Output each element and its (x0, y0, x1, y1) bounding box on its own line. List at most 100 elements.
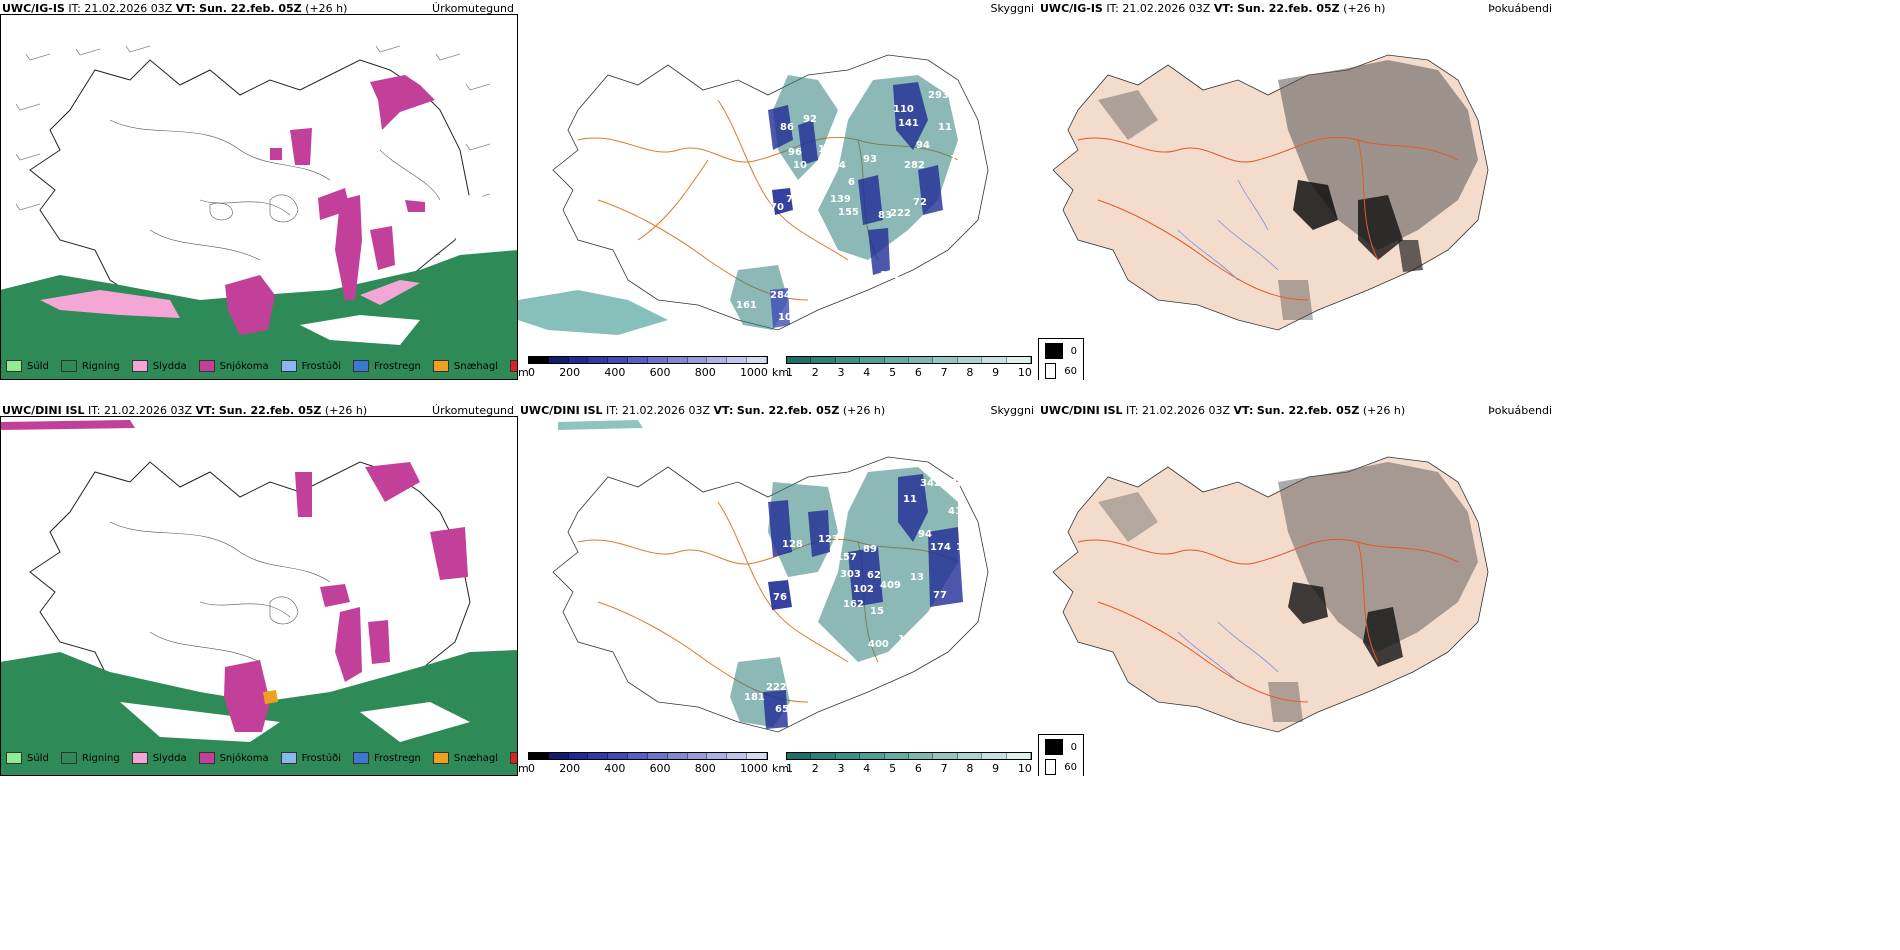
visibility-value-label: 293 (928, 90, 949, 101)
colorbar-tick: 2 (811, 762, 819, 775)
colorbar-tick: 600 (649, 366, 671, 379)
visibility-value-label: 128 (782, 539, 803, 550)
visibility-value-label: 282 (904, 160, 925, 171)
visibility-value-label: 96 (923, 230, 937, 241)
colorbar-segment (884, 357, 910, 363)
colorbar-tick: 0 (528, 366, 535, 379)
colorbar-tick: 1 (786, 762, 793, 775)
colorbar-segment (811, 357, 836, 363)
fog-map-top (1052, 54, 1489, 331)
panel-header: UWC/IG-IS IT: 21.02.2026 03Z VT: Sun. 22… (1040, 2, 1385, 15)
legend-swatch (432, 752, 449, 764)
visibility-colorbar-strip (786, 752, 1032, 760)
visibility-ticks: 1 2 3 4 5 6 7 8 9 10 (786, 366, 1032, 379)
legend-swatch (6, 752, 22, 764)
legend-swatch (280, 360, 297, 372)
iceland-outline (29, 59, 471, 331)
fog-panel-top: UWC/IG-IS IT: 21.02.2026 03Z VT: Sun. 22… (1038, 0, 1556, 380)
panel-title-visibility: Skyggni (990, 404, 1034, 417)
colorbar-tick: 1000 (739, 762, 768, 775)
visibility-value-label: 222 (766, 682, 787, 693)
height-colorbar: m 0 200 400 600 800 1000 (518, 356, 768, 380)
it-time: 21.02.2026 03Z (84, 2, 173, 15)
colorbar-segment (529, 357, 549, 363)
visibility-value-label: 62 (867, 570, 881, 581)
lead-time: (+26 h) (305, 2, 348, 15)
colorbar-segment (548, 357, 569, 363)
visibility-value-label: 180 (956, 542, 977, 553)
legend-item: Súld (6, 752, 49, 764)
visibility-value-label: 123 (818, 534, 839, 545)
colorbar-segment (747, 753, 767, 759)
vt-time: Sun. 22.feb. 05Z (218, 404, 322, 417)
visibility-map-bottom: 342 286 11 41 128 123 94 89 174 180 157 303 62 13 102 4… (552, 420, 989, 733)
fog-legend-label: 0 (1070, 345, 1077, 357)
it-time: 21.02.2026 03Z (1122, 2, 1211, 15)
colorbar-segment (1006, 357, 1032, 363)
visibility-colorbar: km 1 2 3 4 5 6 7 8 9 10 (772, 752, 1038, 776)
rivers (1177, 179, 1279, 281)
colorbar-segment (647, 753, 668, 759)
colorbar-tick: 800 (694, 366, 716, 379)
vt-time: Sun. 22.feb. 05Z (736, 404, 840, 417)
legend-label: Rigning (81, 360, 120, 372)
it-time: 21.02.2026 03Z (622, 404, 711, 417)
legend-label: Súld (27, 360, 49, 372)
colorbar-segment (687, 753, 708, 759)
visibility-value-label: 110 (893, 104, 914, 115)
panel-header: UWC/DINI ISL IT: 21.02.2026 03Z VT: Sun.… (2, 404, 367, 417)
height-ticks: 0 200 400 600 800 1000 (528, 366, 768, 379)
panel-title-precip: Úrkomutegund (432, 2, 514, 15)
legend-swatch (60, 752, 77, 764)
colorbar-segment (909, 753, 934, 759)
legend-item: Snæhagl (432, 752, 499, 764)
fog-legend-swatch (1045, 363, 1057, 379)
colorbar-segment (568, 753, 589, 759)
colorbar-tick: 10 (1017, 366, 1032, 379)
model-name: UWC/DINI ISL (2, 404, 85, 417)
lead-time: (+26 h) (324, 404, 368, 417)
colorbar-segment (860, 753, 885, 759)
colorbar-tick: 9 (992, 366, 1000, 379)
colorbar-tick: 8 (966, 366, 974, 379)
it-label: IT: (606, 404, 619, 417)
visibility-value-label: 242 (893, 248, 914, 259)
visibility-value-label: 86 (780, 122, 794, 133)
model-name: UWC/IG-IS (2, 2, 65, 15)
colorbar-segment (884, 753, 910, 759)
fog-legend-swatch (1045, 759, 1057, 775)
legend-swatch (353, 752, 369, 764)
panel-title-fog: Þokuábendi (1488, 2, 1552, 15)
panel-header: UWC/IG-IS IT: 21.02.2026 03Z VT: Sun. 22… (2, 2, 347, 15)
legend-item: Frostregn (353, 752, 421, 764)
colorbar-segment (548, 753, 569, 759)
colorbar-segment (667, 357, 688, 363)
colorbar-segment (727, 357, 748, 363)
legend-swatch (432, 360, 449, 372)
legend-label: Snæhagl (453, 752, 499, 764)
it-label: IT: (68, 2, 81, 15)
panel-title-precip: Úrkomutegund (432, 404, 514, 417)
legend-swatch (6, 360, 22, 372)
legend-label: Slydda (152, 360, 187, 372)
visibility-labels: 293 110 141 11 86 92 96 130 144 10 94 93 282 18 6 139 15… (736, 90, 964, 323)
lead-time: (+26 h) (842, 404, 886, 417)
sleet-area (40, 290, 180, 318)
visibility-value-label: 303 (840, 569, 861, 580)
visibility-colorbar-strip (786, 356, 1032, 364)
colorbar-segment (568, 357, 589, 363)
colorbar-segment (787, 753, 812, 759)
colorbar-segment (608, 753, 629, 759)
colorbar-tick: 8 (966, 762, 974, 775)
colorbar-tick: 400 (604, 366, 626, 379)
visibility-value-label: 162 (843, 599, 864, 610)
colorbar-tick: 0 (528, 762, 535, 775)
colorbar-segment (787, 357, 812, 363)
visibility-cells (558, 420, 963, 729)
visibility-value-label: 70 (770, 202, 784, 213)
legend-item: Rigning (60, 360, 120, 372)
visibility-value-label: 65 (775, 704, 789, 715)
visibility-value-label: 18 (950, 154, 964, 165)
legend-item: Frostregn (353, 360, 421, 372)
fog-legend-label: 60 (1064, 761, 1077, 773)
